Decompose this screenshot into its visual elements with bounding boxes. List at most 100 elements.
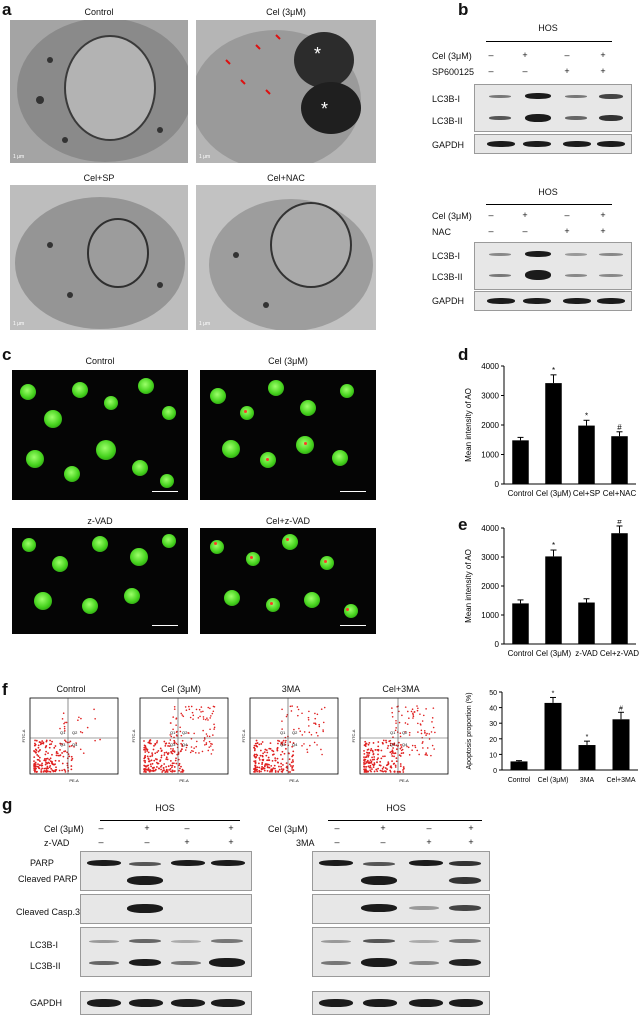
plot-frame — [359, 697, 449, 775]
event-dot — [261, 765, 263, 768]
event-dot — [385, 739, 387, 742]
event-dot — [200, 706, 203, 708]
event-dot — [399, 732, 402, 734]
event-dot — [258, 771, 261, 773]
em-image-cel-sp: 1 μm — [10, 185, 188, 330]
blot-b1-row-sp: SP600125 — [432, 67, 475, 77]
event-dot — [152, 748, 155, 751]
event-dot — [171, 749, 174, 752]
event-dot — [256, 770, 259, 773]
blot-g1-header-line — [100, 820, 240, 821]
event-dot — [291, 769, 294, 771]
event-dot — [382, 755, 384, 758]
event-dot — [384, 767, 387, 769]
event-dot — [50, 743, 53, 745]
event-dot — [63, 722, 65, 725]
event-dot — [33, 756, 36, 759]
event-dot — [308, 731, 311, 734]
event-dot — [155, 741, 158, 744]
event-dot — [147, 758, 150, 761]
blot-g1-row-cel: Cel (3μM) — [44, 824, 84, 834]
event-dot — [368, 741, 371, 744]
event-dot — [377, 741, 380, 743]
event-dot — [38, 764, 41, 767]
quadrant-label: Q1 — [390, 730, 396, 735]
event-dot — [389, 769, 392, 772]
event-dot — [61, 769, 64, 772]
event-dot — [391, 743, 394, 745]
event-dot — [292, 764, 295, 767]
event-dot — [375, 768, 378, 771]
event-dot — [371, 758, 374, 761]
significance-marker: # — [619, 705, 623, 712]
event-dot — [282, 739, 285, 742]
event-dot — [274, 767, 276, 770]
event-dot — [407, 746, 410, 749]
blot-g2-header-line — [328, 820, 482, 821]
event-dot — [253, 749, 256, 752]
event-dot — [192, 714, 195, 717]
event-dot — [379, 760, 382, 763]
event-dot — [387, 761, 390, 764]
blot-g-band-label: GAPDH — [30, 998, 63, 1008]
event-dot — [159, 760, 161, 762]
event-dot — [307, 716, 310, 719]
event-dot — [428, 733, 431, 735]
event-dot — [377, 749, 380, 752]
em-image-cel-nac: 1 μm — [196, 185, 376, 330]
event-dot — [369, 749, 372, 752]
event-dot — [169, 770, 172, 773]
event-dot — [301, 712, 303, 715]
bar — [545, 383, 562, 484]
event-dot — [213, 728, 215, 730]
event-dot — [202, 716, 205, 718]
event-dot — [194, 751, 197, 754]
event-dot — [261, 763, 263, 766]
event-dot — [293, 728, 295, 731]
event-dot — [78, 716, 80, 719]
event-dot — [281, 750, 284, 753]
event-dot — [281, 744, 284, 746]
event-dot — [416, 749, 419, 752]
bar — [510, 761, 528, 770]
event-dot — [297, 714, 299, 717]
event-dot — [389, 770, 392, 773]
event-dot — [423, 730, 426, 732]
event-dot — [258, 766, 261, 769]
event-dot — [386, 768, 388, 771]
event-dot — [170, 722, 172, 724]
chart-d: Mean intensity of AO 0 1000 2000 3000 4000 Con… — [464, 362, 637, 498]
event-dot — [171, 769, 174, 772]
blot-g2-cell-line: HOS — [386, 803, 406, 813]
x-axis-label: PE-A — [289, 778, 299, 783]
event-dot — [280, 768, 283, 770]
event-dot — [292, 742, 295, 744]
event-dot — [147, 741, 150, 744]
blot-g-band-label: PARP — [30, 858, 54, 868]
event-dot — [169, 734, 172, 736]
sign: – — [522, 226, 528, 236]
y-axis-label: Mean intensity of AO — [464, 388, 473, 462]
y-tick-label: 4000 — [481, 362, 499, 371]
event-dot — [255, 756, 258, 758]
event-dot — [64, 750, 67, 753]
event-dot — [290, 761, 293, 764]
event-dot — [433, 748, 435, 750]
bar — [611, 533, 628, 644]
event-dot — [260, 743, 263, 745]
event-dot — [253, 767, 256, 770]
event-dot — [165, 758, 168, 761]
event-dot — [190, 705, 193, 708]
event-dot — [363, 749, 365, 752]
sign: – — [488, 226, 494, 236]
event-dot — [37, 746, 40, 749]
event-dot — [58, 760, 60, 762]
x-tick-label: Cel (3μM) — [538, 777, 569, 784]
event-dot — [37, 744, 40, 747]
event-dot — [364, 756, 367, 759]
event-dot — [175, 731, 178, 733]
event-dot — [51, 769, 54, 772]
event-dot — [63, 725, 66, 728]
event-dot — [145, 768, 148, 771]
event-dot — [421, 742, 424, 744]
